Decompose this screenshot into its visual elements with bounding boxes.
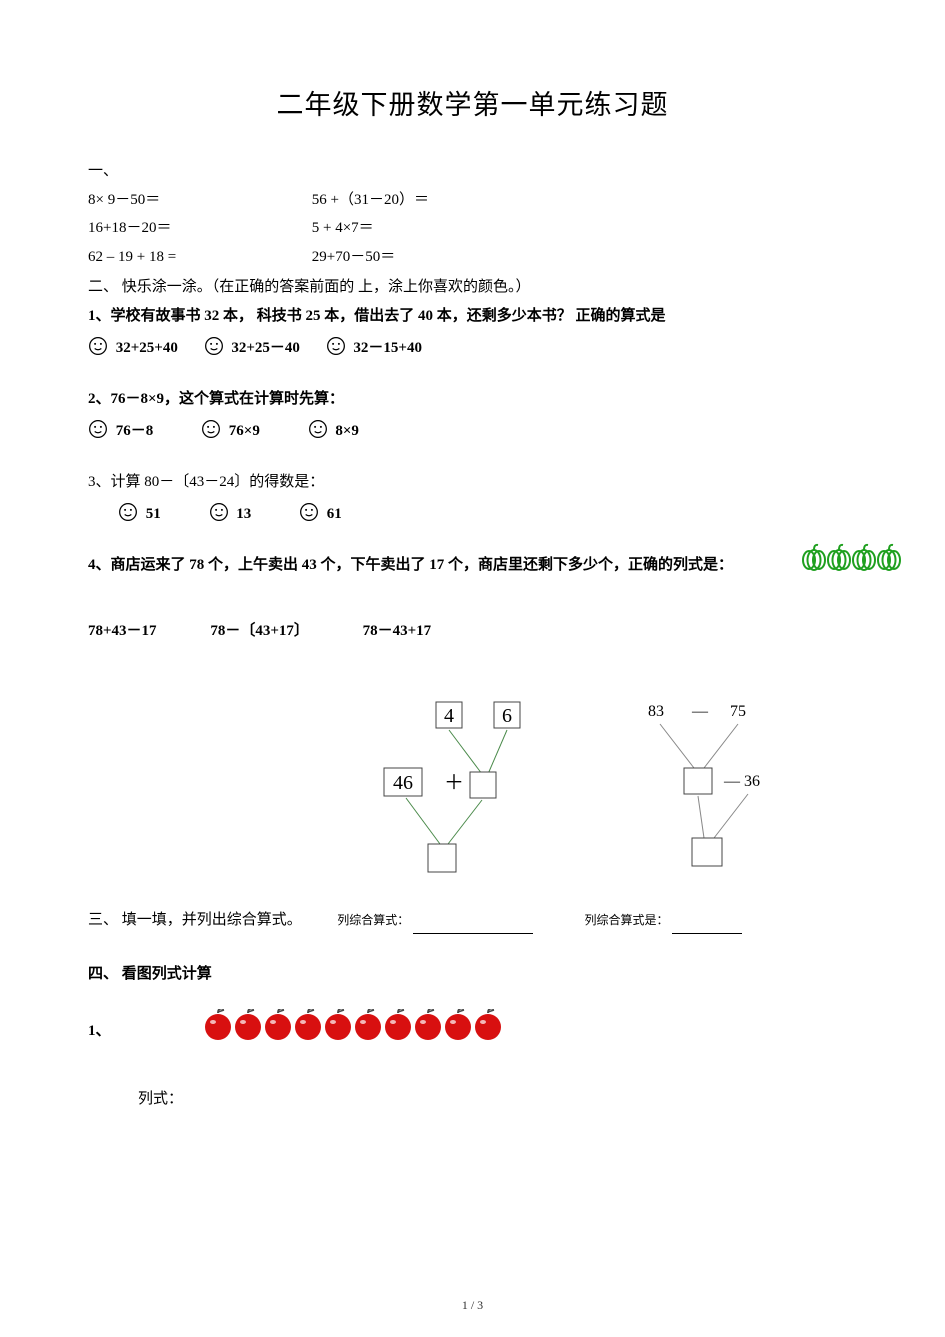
page-title: 二年级下册数学第一单元练习题 <box>88 80 857 131</box>
svg-text:46: 46 <box>393 772 413 794</box>
pumpkin-icon <box>803 545 825 570</box>
cherry-icons <box>204 1009 504 1045</box>
cherry-row <box>204 1033 504 1049</box>
q4-opt-b: 78－〔43+17〕 <box>210 617 309 646</box>
svg-text:＋: ＋ <box>444 772 464 794</box>
smiley-icon <box>209 502 229 522</box>
q2-opt-b: 76×9 <box>201 417 260 446</box>
q3-opt-b-label: 13 <box>236 506 251 522</box>
smiley-icon <box>88 419 108 439</box>
s3-label-a: 列综合算式： <box>337 913 409 927</box>
eq-2b: 5 + 4×7＝ <box>312 214 374 243</box>
section-2-heading: 二、 快乐涂一涂。（在正确的答案前面的 上，涂上你喜欢的颜色。） <box>88 273 857 302</box>
eq-3b: 29+70－50＝ <box>312 243 395 272</box>
q2-opt-c: 8×9 <box>308 417 359 446</box>
q2-opt-a: 76－8 <box>88 417 153 446</box>
q4-text: 4、商店运来了 78 个，上午卖出 43 个，下午卖出了 17 个，商店里还剩下… <box>88 551 857 580</box>
svg-text:75: 75 <box>730 703 746 720</box>
eq-1a: 8× 9－50＝ <box>88 186 308 215</box>
smiley-icon <box>204 336 224 356</box>
q1-opt-a-label: 32+25+40 <box>116 340 178 356</box>
pumpkin-icons <box>802 543 902 573</box>
eq-3a: 62 – 19 + 18 = <box>88 243 308 272</box>
q1-text: 1、学校有故事书 32 本， 科技书 25 本，借出去了 40 本，还剩多少本书… <box>88 302 857 331</box>
blank-line-b <box>672 933 742 934</box>
q3-opt-a: 51 <box>118 500 161 529</box>
q3-opt-c-label: 61 <box>327 506 342 522</box>
smiley-icon <box>118 502 138 522</box>
blank-line-a <box>413 933 533 934</box>
s4-item-1-num: 1、 <box>88 1017 111 1046</box>
svg-text:―: ― <box>691 703 709 720</box>
left-tree: 4 6 46 ＋ <box>384 702 520 872</box>
q2-opt-a-label: 76－8 <box>116 423 154 439</box>
q2-opt-c-label: 8×9 <box>335 423 359 439</box>
section-3-heading: 三、 填一填，并列出综合算式。 <box>88 912 302 928</box>
eq-2a: 16+18－20＝ <box>88 214 308 243</box>
q4-label: 4、商店运来了 78 个，上午卖出 43 个，下午卖出了 17 个，商店里还剩下… <box>88 557 733 573</box>
q2-text: 2、76－8×9，这个算式在计算时先算： <box>88 385 857 414</box>
q3-opt-a-label: 51 <box>146 506 161 522</box>
right-tree: 83 ― 75 ― 36 <box>648 703 760 866</box>
svg-text:6: 6 <box>502 705 512 727</box>
q3-opt-c: 61 <box>299 500 342 529</box>
q1-opt-a: 32+25+40 <box>88 334 178 363</box>
svg-text:83: 83 <box>648 703 664 720</box>
smiley-icon <box>308 419 328 439</box>
eq-1b: 56 +（31－20）＝ <box>312 186 429 215</box>
q4-opt-c: 78－43+17 <box>363 617 432 646</box>
s3-label-b: 列综合算式是： <box>585 913 669 927</box>
page-number: 1 / 3 <box>0 1294 945 1317</box>
q3-opt-b: 13 <box>209 500 252 529</box>
tree-diagram-svg: 4 6 46 ＋ 83 ― 75 ― 36 <box>88 696 868 896</box>
s4-lieshi: 列式： <box>138 1085 857 1114</box>
smiley-icon <box>326 336 346 356</box>
section-4-heading: 四、 看图列式计算 <box>88 960 857 989</box>
q4-opt-a: 78+43－17 <box>88 617 157 646</box>
q1-opt-b-label: 32+25－40 <box>231 340 300 356</box>
q2-opt-b-label: 76×9 <box>229 423 260 439</box>
svg-text:4: 4 <box>444 705 454 727</box>
q3-text: 3、计算 80－〔43－24〕的得数是： <box>88 468 857 497</box>
pumpkin-row <box>802 543 902 584</box>
q1-opt-c: 32－15+40 <box>326 334 422 363</box>
q1-opt-c-label: 32－15+40 <box>353 340 422 356</box>
tree-diagrams: 4 6 46 ＋ 83 ― 75 ― 36 <box>88 696 857 896</box>
svg-text:― 36: ― 36 <box>723 773 760 790</box>
section-1-heading: 一、 <box>88 157 857 186</box>
smiley-icon <box>299 502 319 522</box>
smiley-icon <box>88 336 108 356</box>
smiley-icon <box>201 419 221 439</box>
q1-opt-b: 32+25－40 <box>204 334 300 363</box>
